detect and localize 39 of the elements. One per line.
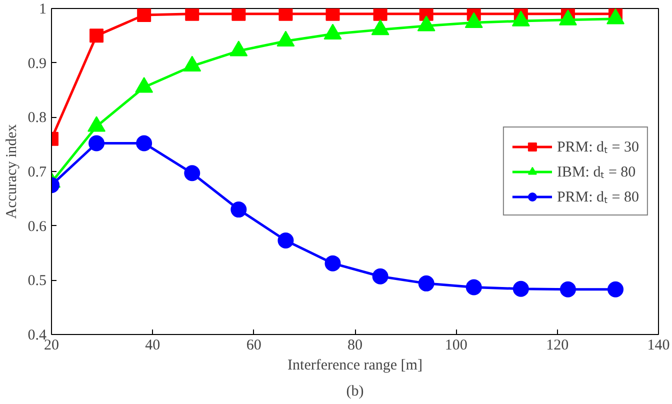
- x-tick-label: 60: [246, 338, 262, 354]
- text: (b): [346, 384, 364, 400]
- point: [185, 8, 200, 21]
- point: [137, 8, 152, 22]
- point: [372, 268, 388, 284]
- legend-label: IBM: dₜ = 80: [556, 164, 636, 182]
- point: [560, 281, 576, 298]
- x-tick-label: 80: [348, 338, 362, 354]
- point: [90, 28, 104, 43]
- y-tick-label: 0.9: [28, 56, 46, 72]
- legend-label: PRM: dₜ = 80: [556, 188, 639, 206]
- x-axis-title: Interference range [m]: [288, 358, 422, 374]
- point: [278, 8, 293, 21]
- point: [466, 279, 482, 296]
- point: [326, 8, 340, 21]
- x-tick-label: 20: [44, 338, 59, 354]
- point: [324, 255, 341, 272]
- point: [232, 8, 246, 21]
- y-tick-label: 1: [39, 2, 46, 18]
- y-tick-label: 0.8: [28, 110, 46, 126]
- point: [136, 135, 152, 152]
- point: [88, 135, 105, 152]
- legend-label: PRM: dₜ = 30: [556, 138, 639, 156]
- y-tick-label: 0.6: [28, 218, 47, 235]
- y-tick-label: 0.5: [28, 273, 46, 290]
- point: [512, 280, 529, 297]
- y-axis-title: Accuracy index: [4, 124, 20, 219]
- x-tick-label: 100: [444, 338, 468, 354]
- x-tick-label: 120: [546, 338, 569, 354]
- point: [278, 232, 294, 248]
- point: [230, 202, 247, 218]
- x-tick-label: 140: [647, 338, 670, 354]
- point: [373, 8, 388, 21]
- y-tick-label: 0.4: [28, 328, 47, 344]
- point: [608, 281, 624, 298]
- y-tick-label: 0.7: [28, 164, 47, 180]
- point: [184, 165, 200, 182]
- x-tick-label: 40: [145, 338, 160, 354]
- point: [418, 275, 434, 292]
